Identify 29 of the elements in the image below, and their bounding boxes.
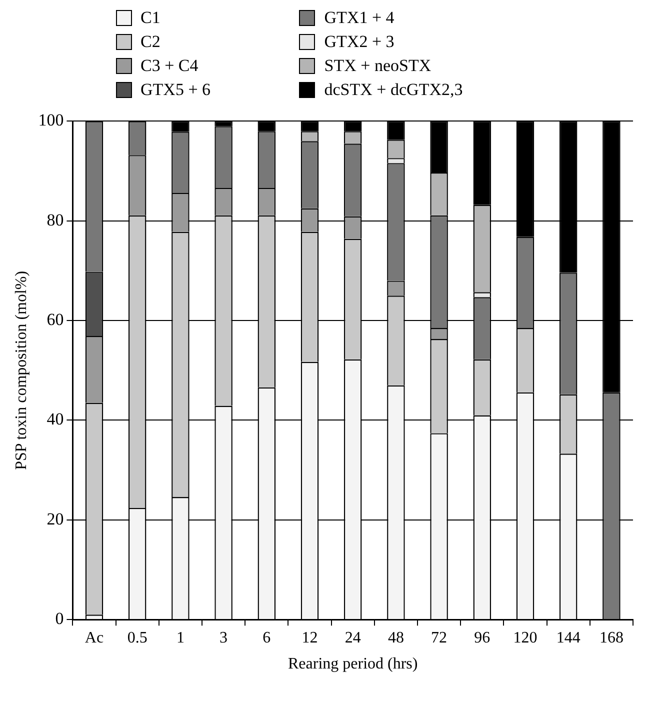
x-tick-label: 144 xyxy=(556,629,580,646)
x-tick-label: 24 xyxy=(344,629,361,646)
x-tick-label: 96 xyxy=(474,629,490,646)
x-tick-label: 1 xyxy=(176,629,184,646)
x-tick-label: 48 xyxy=(388,629,404,646)
x-tick-label: 12 xyxy=(302,629,318,646)
x-tick-label: 6 xyxy=(262,629,271,646)
x-tick-label: 3 xyxy=(220,629,228,646)
y-tick-label: 60 xyxy=(46,310,64,330)
x-tick-label: 0.5 xyxy=(127,629,148,646)
legend-label: C2 xyxy=(140,32,160,52)
legend-label: C3 + C4 xyxy=(140,56,198,76)
x-tick-label: 168 xyxy=(599,629,624,646)
y-tick-label: 0 xyxy=(55,609,64,628)
y-tick-label: 40 xyxy=(46,410,64,429)
legend-label: STX + neoSTX xyxy=(324,56,432,76)
y-tick-label: 80 xyxy=(46,210,64,230)
y-tick-label: 20 xyxy=(46,509,64,528)
legend-label: GTX5 + 6 xyxy=(140,80,211,100)
y-tick-label: 100 xyxy=(38,110,64,130)
legend-label: dcSTX + dcGTX2,3 xyxy=(324,80,463,100)
y-axis-title: PSP toxin composition (mol%) xyxy=(12,270,30,470)
legend-label: C1 xyxy=(140,8,160,28)
x-tick-label: 72 xyxy=(431,629,448,646)
x-tick-label: Ac xyxy=(84,629,104,646)
x-axis-title: Rearing period (hrs) xyxy=(288,656,418,673)
legend-label: GTX1 + 4 xyxy=(324,8,394,28)
x-tick-label: 120 xyxy=(513,629,538,646)
legend-label: GTX2 + 3 xyxy=(324,32,394,52)
